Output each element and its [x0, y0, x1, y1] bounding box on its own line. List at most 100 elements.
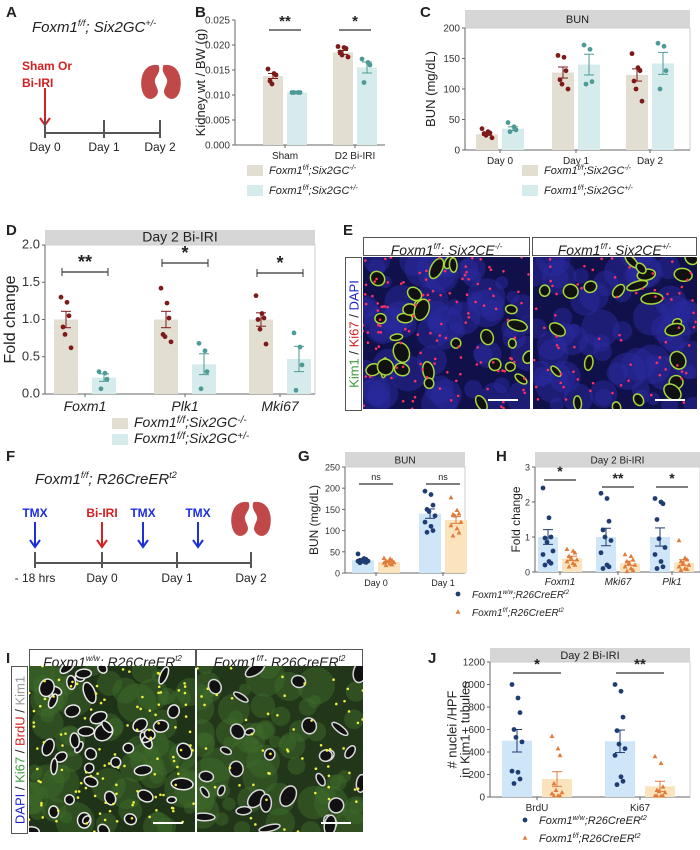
- driver-sup: +/-: [661, 242, 672, 251]
- data-point: [656, 536, 662, 542]
- tubule: [143, 728, 156, 741]
- data-point: [658, 760, 664, 766]
- bar-group: [419, 488, 441, 573]
- significance-label: *: [534, 656, 540, 673]
- data-point: [511, 727, 517, 732]
- data-point: [551, 780, 557, 786]
- nucleus: [689, 271, 693, 275]
- data-point: [291, 330, 297, 336]
- data-point: [542, 535, 548, 541]
- data-point: [164, 300, 170, 306]
- bar-group: [287, 330, 311, 394]
- scale-bar: [488, 399, 518, 401]
- nucleus: [116, 766, 120, 769]
- nucleus: [542, 326, 546, 330]
- tissue-texture: [29, 666, 195, 832]
- bar: [674, 562, 694, 572]
- nucleus: [77, 790, 81, 793]
- nucleus: [376, 323, 380, 327]
- data-point: [600, 566, 606, 571]
- nucleus: [374, 347, 378, 350]
- nucleus: [183, 685, 187, 688]
- data-point: [604, 496, 610, 501]
- nucleus: [32, 709, 36, 713]
- nucleus: [583, 264, 586, 268]
- data-point: [633, 86, 639, 92]
- nucleus: [517, 290, 520, 294]
- data-point: [654, 793, 660, 798]
- nucleus: [428, 298, 431, 302]
- nucleus: [229, 666, 233, 670]
- nucleus: [463, 273, 467, 277]
- nucleus: [269, 752, 272, 756]
- nucleus: [57, 678, 61, 682]
- legend-label: Foxm1f/f;Six2GC+/-: [544, 185, 633, 197]
- nucleus: [670, 298, 673, 301]
- nucleus: [591, 381, 595, 385]
- nucleus: [600, 257, 603, 261]
- legend-item: Foxm1f/f;Six2GC-/-: [112, 414, 247, 430]
- data-point: [618, 774, 624, 780]
- nucleus: [503, 369, 506, 373]
- timeline-label: - 18 hrs: [14, 571, 56, 585]
- data-point: [479, 126, 485, 132]
- tubule: [315, 772, 326, 787]
- legend-text-part: w/w: [573, 815, 586, 822]
- nucleus: [69, 684, 73, 688]
- panel-i-stain-label: DAPI / Ki67 / BrdU / Kim1: [11, 666, 28, 834]
- nucleus: [172, 759, 176, 763]
- nucleus: [37, 779, 40, 783]
- arrow-head: [96, 539, 108, 549]
- data-point: [507, 129, 513, 135]
- data-point: [505, 120, 511, 125]
- data-point: [389, 561, 395, 567]
- data-point: [551, 793, 557, 798]
- nucleus: [228, 766, 232, 770]
- panel-label-b: B: [195, 4, 206, 21]
- nucleus: [38, 704, 42, 708]
- legend-text-part: f/f: [177, 431, 187, 442]
- bar: [552, 72, 574, 150]
- nucleus: [554, 313, 557, 317]
- nucleus: [174, 726, 177, 729]
- data-point: [253, 293, 259, 299]
- data-point: [489, 135, 495, 141]
- data-point: [428, 492, 434, 497]
- legend-text-part: f/f: [578, 185, 585, 192]
- nucleus: [523, 377, 526, 380]
- tubule: [197, 812, 216, 822]
- nucleus: [149, 736, 152, 740]
- legend-item: Foxm1w/w;R26CreERt2: [522, 815, 647, 827]
- gene: Foxm1: [213, 653, 257, 668]
- nucleus: [327, 797, 331, 801]
- data-point: [168, 339, 174, 345]
- event-label-tmx: TMX: [185, 506, 211, 520]
- panel-label-e: E: [343, 222, 354, 239]
- nucleus: [126, 724, 129, 727]
- nucleus: [343, 699, 346, 703]
- tubule: [258, 823, 281, 832]
- tubule: [413, 298, 431, 321]
- data-point: [620, 714, 626, 720]
- data-point: [540, 552, 546, 557]
- nucleus: [513, 336, 517, 340]
- legend-swatch: [112, 434, 128, 445]
- nucleus: [327, 785, 331, 789]
- nucleus: [197, 667, 199, 670]
- data-point: [450, 533, 456, 538]
- tubule: [673, 267, 693, 283]
- bar: [287, 92, 307, 145]
- nucleus: [384, 257, 387, 261]
- nucleus: [363, 404, 365, 408]
- nucleus: [266, 712, 270, 716]
- legend-text-part: ;Six2GC: [583, 165, 624, 177]
- bar-group: [552, 53, 574, 150]
- timeline-label: Day 0: [86, 571, 118, 585]
- tubule: [318, 749, 333, 763]
- legend-text-part: Foxm1: [134, 414, 177, 430]
- data-point: [572, 550, 578, 555]
- significance-label: ns: [438, 472, 448, 482]
- nucleus: [502, 400, 505, 404]
- down-arrow-icon: [96, 522, 108, 549]
- nucleus: [132, 801, 135, 804]
